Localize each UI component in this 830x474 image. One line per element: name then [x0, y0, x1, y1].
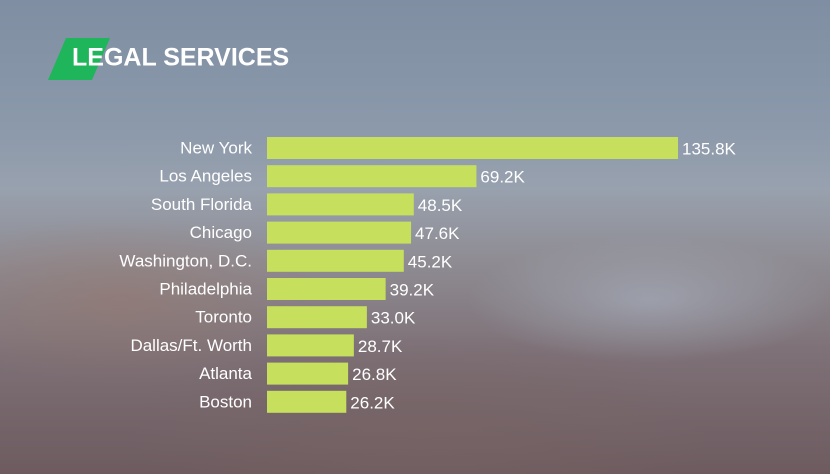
- bar: [267, 362, 349, 385]
- category-label: Chicago: [190, 223, 252, 242]
- bar: [267, 390, 347, 413]
- bar: [267, 306, 367, 329]
- value-label: 48.5K: [418, 196, 463, 215]
- value-label: 39.2K: [390, 280, 435, 299]
- value-label: 47.6K: [415, 224, 460, 243]
- value-label: 26.8K: [352, 365, 397, 384]
- bar: [267, 249, 404, 272]
- value-label: 26.2K: [350, 393, 395, 412]
- value-label: 69.2K: [480, 168, 525, 187]
- chart-title: LEGAL SERVICES: [72, 44, 289, 72]
- category-label: South Florida: [151, 195, 253, 214]
- bar: [267, 165, 477, 188]
- category-label: Dallas/Ft. Worth: [130, 336, 252, 355]
- bar: [267, 137, 678, 159]
- bar: [267, 221, 412, 244]
- bar: [267, 278, 386, 300]
- category-label: Atlanta: [199, 364, 252, 383]
- bar: [267, 193, 414, 216]
- title-badge: [48, 38, 110, 80]
- category-label: Los Angeles: [159, 167, 252, 186]
- value-label: 28.7K: [358, 337, 403, 356]
- value-label: 45.2K: [408, 252, 453, 271]
- value-label: 33.0K: [371, 309, 416, 328]
- category-label: Boston: [199, 392, 252, 411]
- category-label: Toronto: [195, 308, 252, 327]
- bar: [267, 334, 354, 357]
- value-label: 135.8K: [682, 139, 737, 158]
- category-label: Philadelphia: [159, 279, 252, 298]
- category-label: Washington, D.C.: [119, 251, 252, 270]
- category-label: New York: [180, 138, 252, 157]
